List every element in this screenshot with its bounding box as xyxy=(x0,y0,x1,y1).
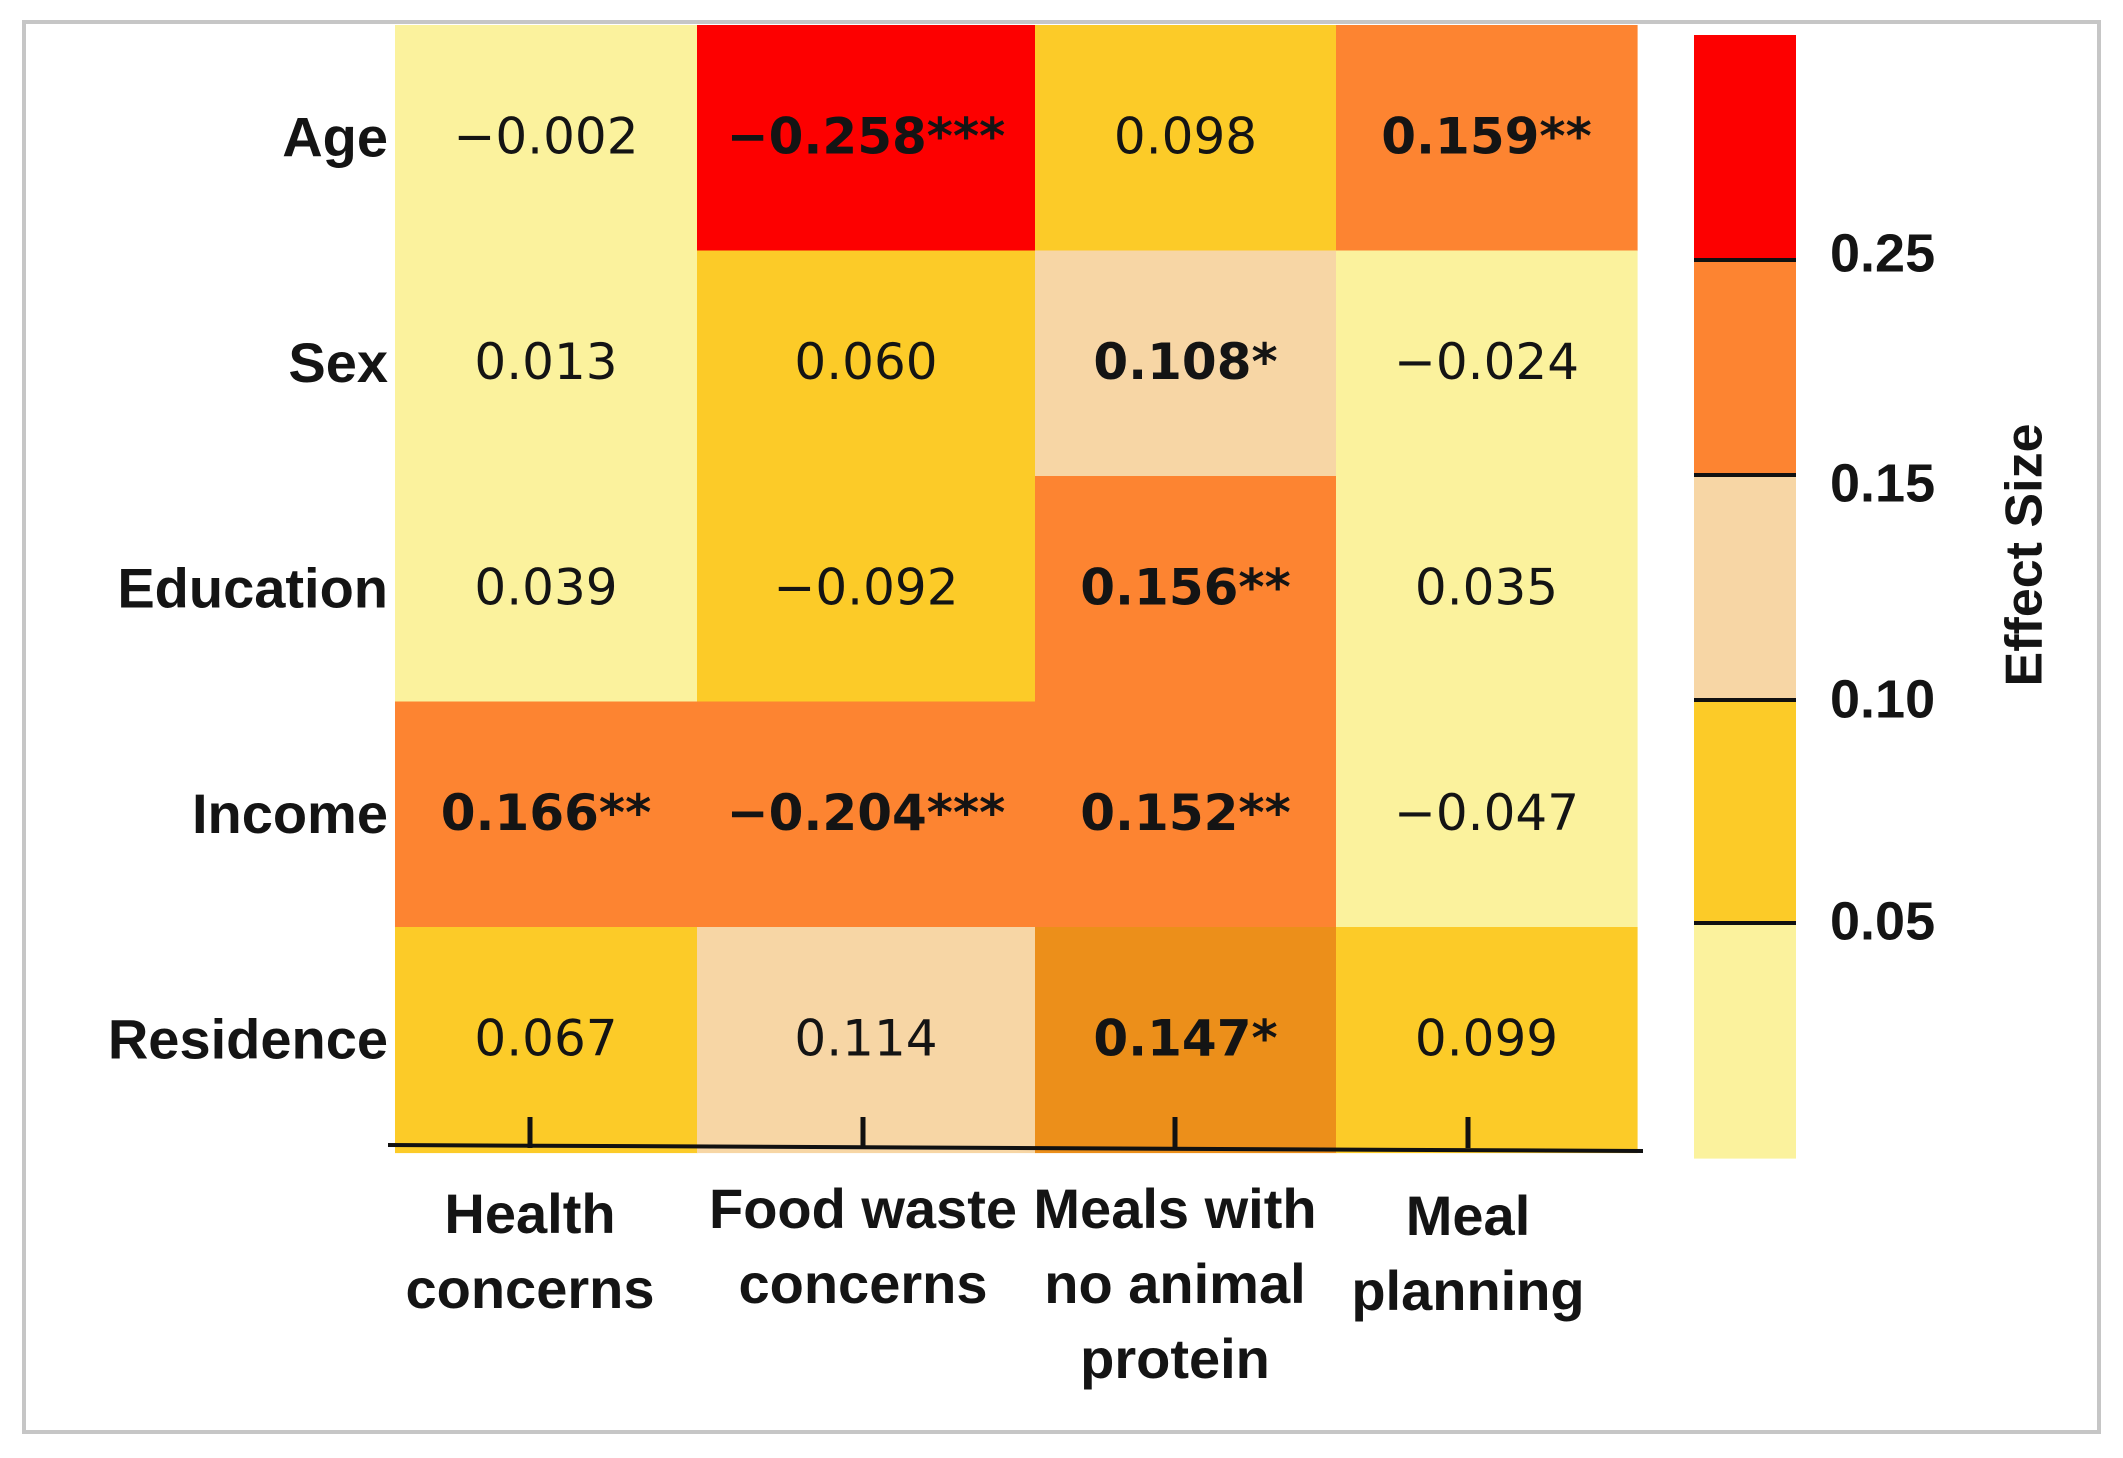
heatmap-cell xyxy=(395,250,698,477)
cell-value-label: 0.108* xyxy=(1093,333,1277,391)
cell-value-label: 0.013 xyxy=(474,333,617,391)
heatmap-cell xyxy=(697,25,1036,252)
row-label: Age xyxy=(282,106,388,169)
column-label: protein xyxy=(1080,1327,1270,1390)
row-label: Education xyxy=(117,557,388,620)
heatmap-cell xyxy=(697,250,1036,477)
column-label: Meals with xyxy=(1033,1177,1316,1240)
colorbar-tick-label: 0.15 xyxy=(1830,453,1935,513)
colorbar-tick-label: 0.05 xyxy=(1830,891,1935,951)
heatmap-cell xyxy=(1035,25,1337,252)
heatmap-cell xyxy=(697,701,1036,928)
cell-value-label: 0.152** xyxy=(1080,784,1290,842)
column-label: Health xyxy=(444,1182,615,1245)
colorbar-segment xyxy=(1694,260,1796,476)
heatmap-cell xyxy=(395,927,698,1154)
heatmap-cell xyxy=(697,927,1036,1154)
cell-value-label: −0.002 xyxy=(453,107,638,165)
colorbar-segment xyxy=(1694,35,1796,261)
colorbar-segment xyxy=(1694,475,1796,701)
heatmap-cell xyxy=(1336,476,1638,703)
cell-value-label: 0.060 xyxy=(794,333,937,391)
cell-value-label: −0.092 xyxy=(773,558,958,616)
colorbar: 0.05 0.10 0.15 0.25 xyxy=(1694,35,1935,1159)
cell-value-label: 0.147* xyxy=(1093,1009,1277,1067)
heatmap-cell xyxy=(1336,927,1638,1154)
colorbar-segment xyxy=(1694,923,1796,1159)
column-label: concerns xyxy=(739,1252,988,1315)
heatmap-cell xyxy=(395,25,698,252)
heatmap-cell xyxy=(1336,25,1638,252)
heatmap-cell xyxy=(1035,250,1337,477)
column-label: no animal xyxy=(1044,1252,1305,1315)
heatmap-cell xyxy=(1336,250,1638,477)
cell-value-label: −0.024 xyxy=(1394,333,1579,391)
colorbar-segment xyxy=(1694,700,1796,924)
heatmap-cell xyxy=(1035,701,1337,928)
heatmap-cell xyxy=(697,476,1036,703)
cell-value-label: 0.099 xyxy=(1415,1009,1558,1067)
x-axis xyxy=(387,1117,1644,1153)
row-label: Residence xyxy=(108,1008,388,1071)
heatmap-cell xyxy=(1336,701,1638,928)
heatmap-cells xyxy=(395,25,1638,1154)
cell-value-label: 0.156** xyxy=(1080,558,1290,616)
cell-value-label: 0.067 xyxy=(474,1009,617,1067)
heatmap-cell xyxy=(395,476,698,703)
colorbar-tick-label: 0.10 xyxy=(1830,669,1935,729)
cell-value-label: 0.098 xyxy=(1114,107,1257,165)
cell-value-labels: −0.002 −0.258*** 0.098 0.159** 0.013 0.060 0.1… xyxy=(441,107,1592,1067)
colorbar-title: Effect Size xyxy=(1996,424,2054,687)
column-label: planning xyxy=(1351,1259,1584,1322)
heatmap-cell xyxy=(1035,927,1337,1154)
cell-value-label: −0.204*** xyxy=(727,784,1006,842)
cell-value-label: 0.159** xyxy=(1381,107,1591,165)
heatmap-cell xyxy=(1035,476,1337,703)
cell-value-label: 0.114 xyxy=(794,1009,937,1067)
colorbar-tick-label: 0.25 xyxy=(1830,223,1935,283)
column-labels: Health concerns Food waste concerns Meals wi… xyxy=(406,1177,1585,1390)
column-label: concerns xyxy=(406,1257,655,1320)
heatmap-cell xyxy=(395,701,698,928)
column-label: Food waste xyxy=(709,1177,1017,1240)
cell-value-label: −0.258*** xyxy=(727,107,1006,165)
row-labels: Age Sex Education Income Residence xyxy=(108,106,388,1071)
cell-value-label: 0.166** xyxy=(441,784,651,842)
row-label: Income xyxy=(192,782,388,845)
cell-value-label: 0.039 xyxy=(474,558,617,616)
cell-value-label: 0.035 xyxy=(1415,558,1558,616)
row-label: Sex xyxy=(288,331,388,394)
cell-value-label: −0.047 xyxy=(1394,784,1579,842)
column-label: Meal xyxy=(1406,1184,1531,1247)
x-axis-line xyxy=(387,1143,1644,1153)
